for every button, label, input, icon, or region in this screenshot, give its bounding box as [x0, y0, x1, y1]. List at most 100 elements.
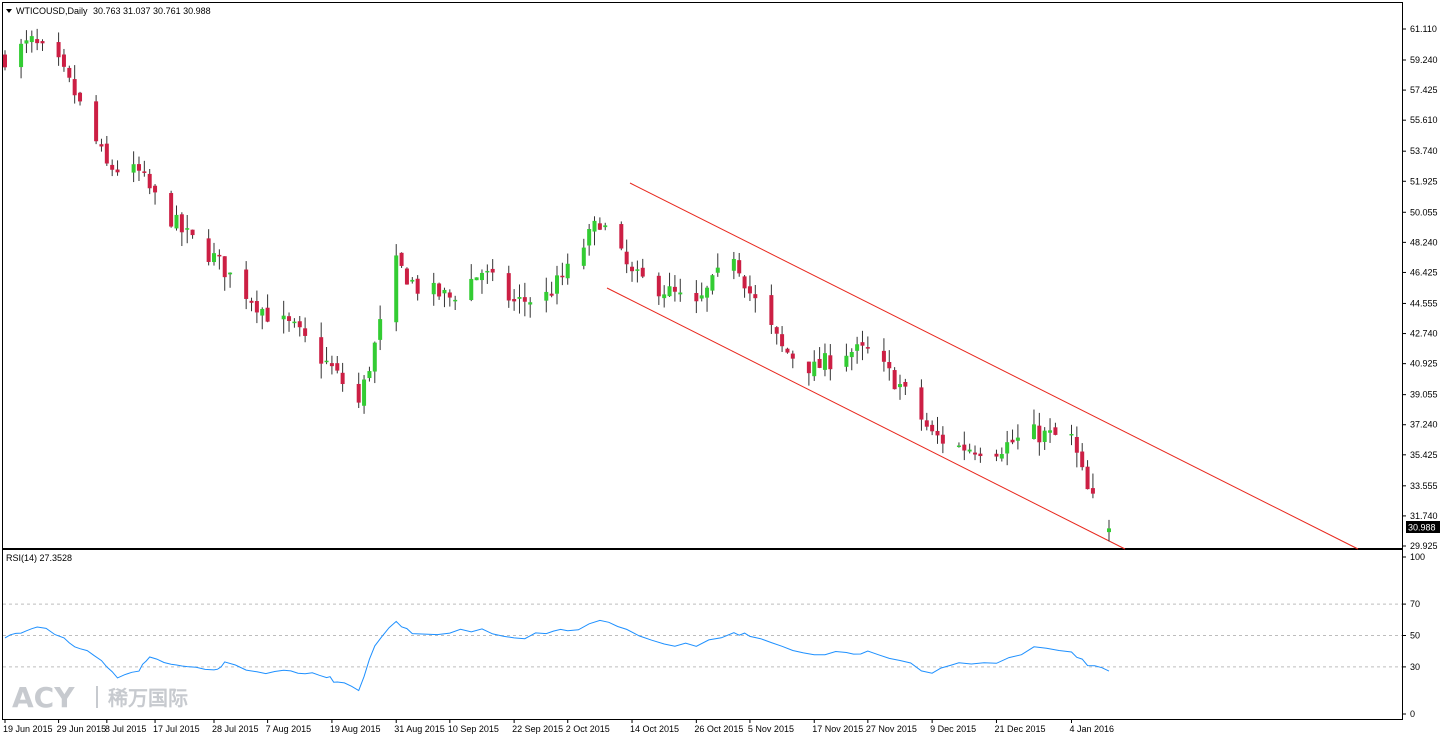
candle-body	[437, 283, 442, 297]
candle	[956, 442, 961, 448]
candle-body	[131, 164, 136, 173]
candle	[362, 375, 367, 414]
candle	[104, 135, 109, 166]
price-tick-label: 37.240	[1410, 420, 1438, 430]
candle	[865, 336, 870, 354]
candle	[260, 307, 265, 330]
candle	[479, 269, 484, 294]
candle-body	[930, 424, 935, 432]
date-tick-label: 9 Dec 2015	[930, 724, 976, 734]
candle-body	[544, 291, 549, 301]
candle	[99, 138, 104, 152]
candle	[549, 281, 554, 298]
candle-body	[329, 363, 334, 367]
date-tick-label: 7 Aug 2015	[266, 724, 312, 734]
candle-body	[265, 307, 270, 322]
candle	[640, 258, 645, 279]
candle-body	[962, 444, 967, 451]
candle-body	[822, 353, 827, 370]
candle	[115, 160, 120, 176]
candle-body	[61, 54, 66, 67]
rsi-line	[4, 619, 1110, 692]
candle-body	[560, 275, 565, 278]
channel-lower-line	[606, 287, 1126, 550]
date-tick-label: 10 Sep 2015	[448, 724, 499, 734]
candle	[919, 379, 924, 431]
candle-body	[1015, 437, 1020, 441]
candle	[142, 160, 147, 177]
candle	[319, 322, 324, 379]
candle-body	[747, 286, 752, 294]
candle	[512, 289, 517, 311]
candle-body	[104, 143, 109, 164]
ohlc-values: 30.763 31.037 30.761 30.988	[93, 6, 211, 16]
candle-body	[978, 453, 983, 457]
candle	[849, 348, 854, 371]
candle-body	[99, 144, 104, 147]
candle	[806, 361, 811, 386]
candle	[453, 295, 458, 311]
price-tick-label: 46.425	[1410, 267, 1438, 277]
candle-body	[624, 251, 629, 265]
rsi-tick-label: 70	[1410, 599, 1420, 609]
candle-body	[3, 54, 7, 68]
candle-body	[774, 327, 779, 334]
candle	[517, 284, 522, 314]
candle	[587, 223, 592, 256]
price-tick-label: 29.925	[1410, 541, 1438, 551]
rsi-tick-label: 30	[1410, 662, 1420, 672]
rsi-tick-label: 100	[1410, 552, 1425, 562]
candle-body	[447, 292, 452, 298]
candle-body	[142, 171, 147, 173]
candle	[324, 347, 329, 365]
candle	[844, 343, 849, 372]
candle-body	[522, 297, 527, 302]
price-tick-label: 50.055	[1410, 207, 1438, 217]
candle	[790, 350, 795, 369]
candle-body	[919, 387, 924, 420]
date-tick-label: 8 Jul 2015	[105, 724, 147, 734]
candle	[67, 65, 72, 83]
candle	[940, 426, 945, 454]
candle	[249, 297, 254, 312]
rsi-level-lines	[3, 603, 1402, 668]
candle-body	[115, 169, 120, 173]
date-tick-label: 5 Nov 2015	[748, 724, 794, 734]
candle	[828, 344, 833, 381]
candle-body	[174, 214, 179, 229]
candle-body	[662, 294, 667, 299]
candle	[887, 350, 892, 381]
candle-body	[1069, 433, 1074, 436]
date-tick-label: 19 Aug 2015	[330, 724, 381, 734]
candle	[244, 261, 249, 310]
candle	[474, 277, 479, 281]
candle	[731, 251, 736, 280]
candle-body	[742, 276, 747, 289]
candle-body	[94, 101, 99, 142]
candle	[340, 362, 345, 392]
candle	[967, 443, 972, 454]
rsi-tick-label: 50	[1410, 631, 1420, 641]
date-tick-label: 4 Jan 2016	[1069, 724, 1114, 734]
dropdown-triangle-icon[interactable]	[6, 9, 12, 13]
candle-body	[67, 67, 72, 78]
candle	[555, 265, 559, 305]
candle-body	[212, 253, 217, 263]
candle	[522, 282, 527, 317]
candle	[367, 366, 372, 382]
candle-body	[785, 348, 790, 353]
candle	[1085, 460, 1090, 490]
candle	[930, 420, 935, 436]
candle	[742, 274, 747, 298]
price-tick-label: 39.055	[1410, 390, 1438, 400]
candle	[624, 239, 629, 274]
candle-body	[474, 277, 479, 281]
price-panel-frame	[2, 2, 1403, 549]
candle-body	[1037, 425, 1042, 443]
candle-body	[485, 270, 490, 273]
candle	[281, 300, 286, 334]
candle	[356, 372, 361, 409]
candle-body	[367, 371, 372, 379]
candle-body	[999, 453, 1004, 459]
